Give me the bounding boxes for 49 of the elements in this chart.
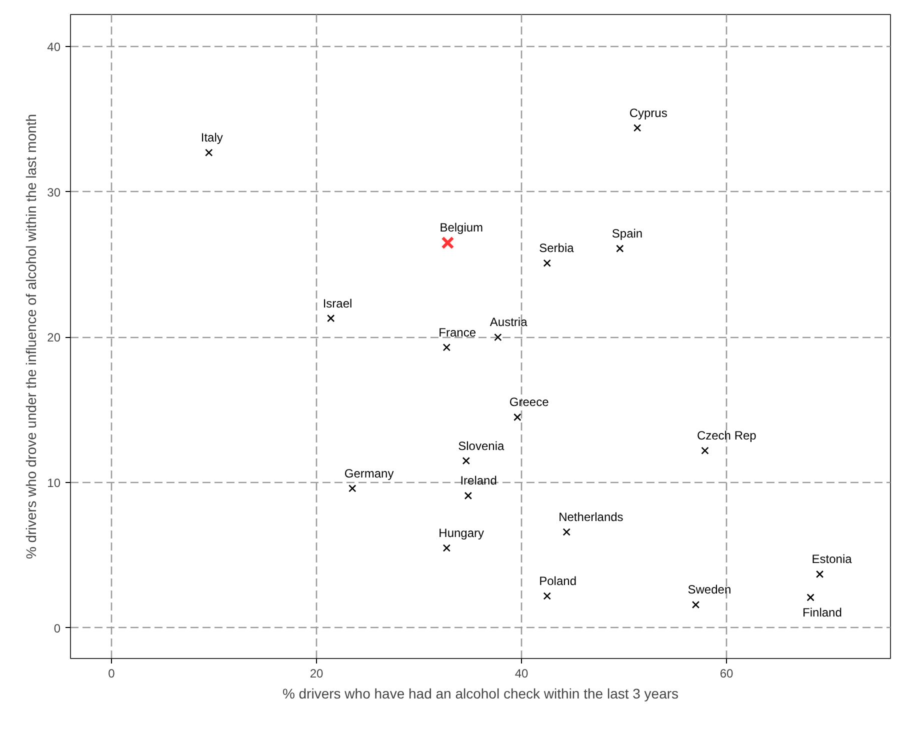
annotation: Finland (802, 605, 842, 620)
y-axis-title: % drivers who drove under the influence of alcohol within the last month (23, 114, 40, 560)
annotation: Sweden (688, 582, 732, 597)
annotation: Spain (612, 226, 643, 241)
annotation: Hungary (438, 526, 484, 540)
x-tick-label: 0 (108, 666, 116, 680)
x-axis-title: % drivers who have had an alcohol check within the last 3 years (282, 686, 679, 702)
annotation: Ireland (460, 474, 497, 488)
annotation: Italy (200, 130, 223, 145)
point (514, 413, 522, 422)
annotation: Czech Rep (696, 428, 757, 443)
x-tick-label: 40 (514, 666, 528, 680)
annotation: Poland (539, 574, 576, 588)
annotation: Cyprus (629, 106, 668, 120)
point (442, 544, 451, 552)
y-tick-label: 10 (47, 476, 61, 490)
point (494, 333, 502, 342)
point (462, 456, 470, 465)
point (692, 600, 700, 609)
annotation: France (438, 325, 476, 340)
y-tick-label: 0 (54, 621, 61, 636)
point (543, 592, 551, 600)
point (348, 484, 356, 492)
annotation: Belgium (440, 220, 484, 235)
point (806, 594, 814, 602)
annotation: Slovenia (458, 438, 505, 453)
annotation: Austria (490, 315, 528, 330)
annotation: Netherlands (558, 510, 624, 524)
point (701, 446, 709, 454)
point (205, 148, 213, 156)
y-tick-label: 40 (47, 40, 61, 54)
point (327, 314, 335, 322)
point (464, 492, 472, 500)
x-tick-label: 60 (720, 666, 734, 680)
y-tick-label: 30 (47, 185, 61, 200)
x-tick-label: 20 (310, 666, 324, 680)
point (441, 236, 454, 250)
annotation: Estonia (812, 552, 852, 566)
point (562, 528, 570, 536)
point (442, 344, 451, 352)
point (816, 570, 824, 578)
y-tick-label: 20 (47, 330, 61, 345)
point (633, 124, 642, 132)
annotation: Greece (509, 395, 550, 410)
annotation: Serbia (539, 241, 574, 256)
annotation: Israel (322, 296, 352, 310)
point (616, 244, 624, 252)
point (543, 259, 551, 267)
annotation: Germany (344, 466, 394, 480)
